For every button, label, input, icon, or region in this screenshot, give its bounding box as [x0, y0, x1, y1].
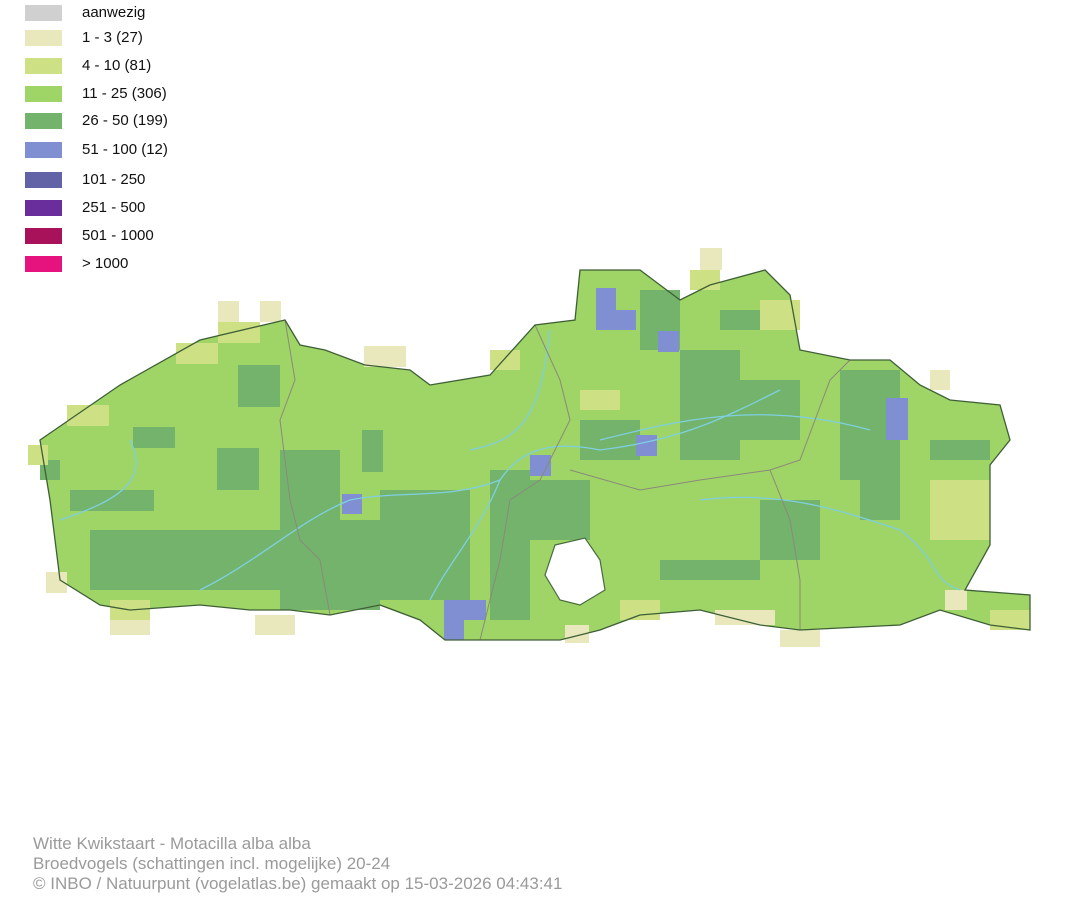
region-outline [39, 269, 1031, 641]
legend-label: > 1000 [82, 255, 128, 272]
rare-cells [46, 248, 967, 647]
legend-swatch [25, 5, 62, 21]
sparse-cells [28, 270, 1030, 630]
legend-swatch [25, 172, 62, 188]
legend-swatch [25, 142, 62, 158]
legend-swatch [25, 200, 62, 216]
legend-label: aanwezig [82, 4, 145, 21]
legend-label: 1 - 3 (27) [82, 29, 143, 46]
legend-swatch [25, 30, 62, 46]
legend-label: 26 - 50 (199) [82, 112, 168, 129]
excluded-area [544, 537, 606, 606]
legend-swatch [25, 58, 62, 74]
footer-line: Broedvogels (schattingen incl. mogelijke… [33, 854, 390, 873]
footer-line: © INBO / Natuurpunt (vogelatlas.be) gema… [33, 874, 562, 893]
high-cells [342, 288, 908, 640]
legend-label: 501 - 1000 [82, 227, 154, 244]
rivers [59, 329, 961, 601]
legend-swatch [25, 113, 62, 129]
province-borders [279, 319, 851, 641]
legend-swatch [25, 256, 62, 272]
legend-swatch [25, 228, 62, 244]
legend-label: 4 - 10 (81) [82, 57, 151, 74]
footer-line: Witte Kwikstaart - Motacilla alba alba [33, 834, 311, 853]
legend-swatch [25, 86, 62, 102]
legend-label: 251 - 500 [82, 199, 145, 216]
dense-cells [40, 290, 990, 620]
legend: aanwezig 1 - 3 (27) 4 - 10 (81) 11 - 25 (30… [25, 4, 168, 272]
map [28, 248, 1031, 647]
legend-label: 51 - 100 (12) [82, 141, 168, 158]
footer: Witte Kwikstaart - Motacilla alba albaBr… [33, 834, 562, 893]
legend-label: 11 - 25 (306) [82, 85, 167, 102]
legend-label: 101 - 250 [82, 171, 145, 188]
